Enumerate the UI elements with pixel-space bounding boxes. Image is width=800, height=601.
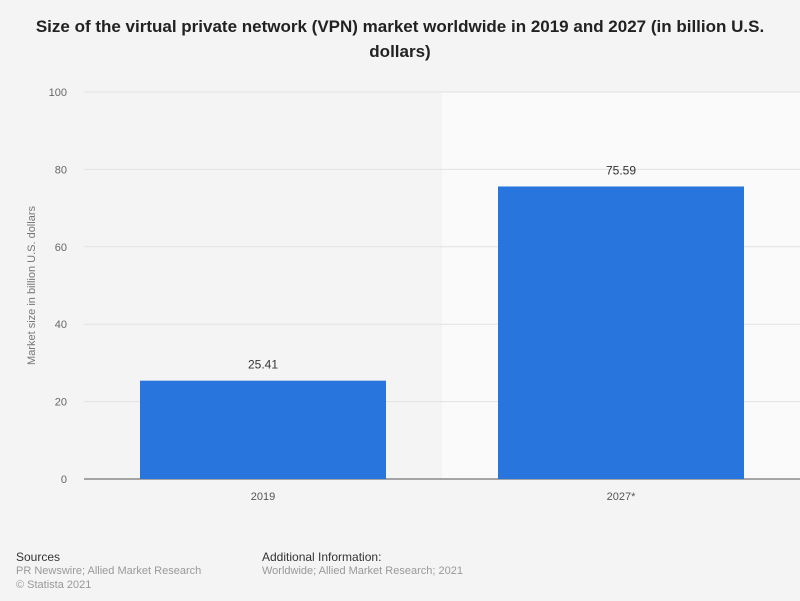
x-tick-label: 2019 — [251, 491, 275, 503]
bar-chart: 0 20 40 60 80 100 Market size in billion U.S. … — [26, 87, 800, 503]
additional-info-value: Worldwide; Allied Market Research; 2021 — [262, 565, 463, 577]
y-tick-label: 40 — [55, 319, 67, 331]
sources-value[interactable]: PR Newswire; Allied Market Research — [16, 565, 202, 577]
additional-info-label: Additional Information: — [262, 550, 382, 564]
y-tick-label: 20 — [55, 397, 67, 409]
copyright: © Statista 2021 — [16, 579, 92, 591]
sources-block: Sources PR Newswire; Allied Market Resea… — [16, 550, 201, 592]
chart-title: Size of the virtual private network (VPN… — [35, 17, 765, 61]
bar-2027* — [498, 186, 744, 479]
y-tick-label: 60 — [55, 242, 67, 254]
y-tick-label: 80 — [55, 164, 67, 176]
bar-2019 — [140, 380, 386, 479]
data-label: 25.41 — [248, 358, 278, 372]
x-tick-label: 2027* — [607, 491, 636, 503]
y-tick-label: 0 — [61, 474, 67, 486]
data-label: 75.59 — [606, 163, 636, 177]
additional-info-block: Additional Information: Worldwide; Allie… — [262, 550, 463, 578]
y-tick-label: 100 — [49, 87, 67, 99]
y-axis-label: Market size in billion U.S. dollars — [26, 206, 38, 365]
sources-label: Sources — [16, 550, 61, 564]
